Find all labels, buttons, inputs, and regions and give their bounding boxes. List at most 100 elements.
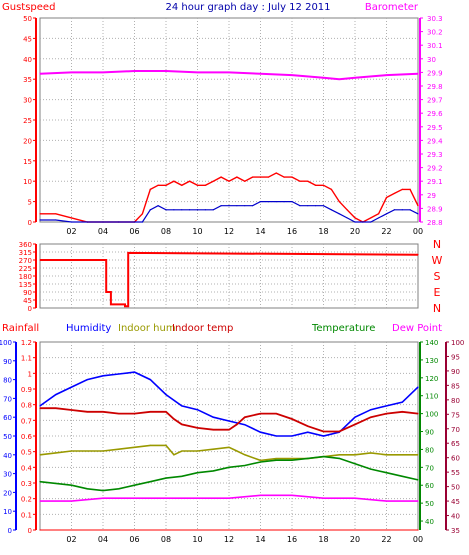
gustspeed-line-point <box>149 188 151 190</box>
temperature-line-point <box>417 479 419 481</box>
temperature-line-point <box>39 481 41 483</box>
compass-label: N <box>433 302 441 315</box>
rain-axis-tick-label: 1.2 <box>21 339 32 347</box>
barometer-axis-tick-label: 30.1 <box>427 42 443 50</box>
indoor-hum-line-point <box>86 450 88 452</box>
temperature-axis-tick-label: 110 <box>425 393 438 401</box>
gustspeed-line-point <box>393 192 395 195</box>
gust-axis-tick-label: 40 <box>23 56 32 64</box>
legend-indoor-temp: Indoor temp <box>172 323 233 334</box>
wind-average-line-point <box>157 205 159 207</box>
wind-average-line-point <box>409 209 411 211</box>
climate-panel-xtick-label: 10 <box>192 535 202 544</box>
indoor-temp-line-point <box>401 411 403 413</box>
climate-panel-xtick-label: 22 <box>381 535 391 544</box>
rain-axis-tick-label: 0.8 <box>21 402 32 410</box>
indoor-temp-line-point <box>70 409 73 411</box>
indoor-hum-line-point <box>55 452 57 454</box>
wind-average-line-point <box>283 201 285 203</box>
humidity-line-point <box>291 435 293 437</box>
wind-average-line-point <box>354 221 356 223</box>
temperature-line-point <box>181 475 183 477</box>
temperature-line-point <box>370 468 372 470</box>
gustspeed-line-point <box>346 209 348 211</box>
compass-label: E <box>434 286 441 299</box>
rain-axis-tick-label: 0.6 <box>21 433 33 441</box>
humidity-axis-tick-label: 80 <box>3 377 12 385</box>
climate-panel-xtick-label: 14 <box>255 535 265 544</box>
compass-label: S <box>434 270 441 283</box>
temperature-axis-tick-label: 40 <box>425 518 434 526</box>
indoor-temp-line-point <box>118 413 120 415</box>
barometer-axis-tick-label: 29.6 <box>427 110 443 118</box>
indoor-temp-line-point <box>291 418 293 420</box>
wind-average-line-point <box>196 209 199 211</box>
dew-point-axis-tick-label: 80 <box>451 397 460 405</box>
wind-speed-panel-xtick-label: 06 <box>129 227 139 236</box>
wind-average-line-point <box>315 205 317 207</box>
humidity-line-point <box>244 424 246 426</box>
indoor-temp-line-point <box>354 423 356 425</box>
indoor-temp-line-point <box>385 413 388 415</box>
climate-panel-xtick-label: 12 <box>224 535 234 544</box>
gustspeed-line-point <box>204 184 206 186</box>
gustspeed-line-point <box>291 176 293 178</box>
wind-direction-line-point <box>417 254 419 256</box>
legend-humidity: Humidity <box>66 323 111 334</box>
wind-average-line-point <box>307 205 309 207</box>
humidity-line-point <box>385 405 388 407</box>
indoor-temp-line-point <box>228 429 230 431</box>
wind-average-line-point <box>267 201 269 203</box>
wind-average-line-point <box>244 205 246 207</box>
barometer-line-point <box>228 71 230 73</box>
temperature-line-point <box>322 455 325 458</box>
humidity-line-point <box>133 371 136 373</box>
wind-average-line-point <box>291 201 293 203</box>
temperature-axis-tick-label: 60 <box>425 482 434 490</box>
indoor-hum-line-point <box>338 454 340 456</box>
humidity-line-point <box>86 379 88 381</box>
gustspeed-line-point <box>55 213 57 215</box>
dew-point-line-point <box>102 497 104 499</box>
dew-point-axis-tick-label: 45 <box>451 498 460 506</box>
barometer-line-point <box>39 73 41 75</box>
rain-axis-tick-label: 0.5 <box>21 449 32 457</box>
gustspeed-line-point <box>417 205 419 207</box>
gustspeed-line-point <box>322 184 325 186</box>
humidity-line-point <box>196 409 199 411</box>
gustspeed-line-point <box>330 188 332 190</box>
direction-axis-tick-label: 360 <box>19 241 32 249</box>
temperature-line-point <box>338 457 340 459</box>
indoor-temp-line-point <box>181 423 183 425</box>
wind-average-line-point <box>370 221 372 223</box>
gust-axis-tick-label: 30 <box>23 97 32 105</box>
wind-average-line-point <box>362 221 364 223</box>
humidity-line-point <box>165 394 167 396</box>
humidity-line-point <box>55 394 57 396</box>
climate-panel-xtick-label: 02 <box>66 535 76 544</box>
direction-axis-tick-label: 270 <box>19 257 32 265</box>
dew-point-axis-tick-label: 65 <box>451 440 460 448</box>
temperature-line-point <box>275 459 277 461</box>
humidity-axis-tick-label: 90 <box>3 358 12 366</box>
dew-point-line-point <box>39 500 41 502</box>
indoor-temp-line-point <box>275 413 277 415</box>
indoor-temp-line-point <box>417 413 419 415</box>
barometer-axis-tick-label: 29.3 <box>427 151 443 159</box>
wind-speed-panel-xtick-label: 12 <box>224 227 234 236</box>
barometer-axis-tick-label: 29 <box>427 192 436 200</box>
wind-direction-line-point <box>124 303 126 306</box>
dew-point-line-point <box>165 497 167 499</box>
temperature-axis-tick-label: 100 <box>425 411 438 419</box>
direction-axis-tick-label: 135 <box>19 281 32 289</box>
rain-axis-tick-label: 0.1 <box>21 511 32 519</box>
rain-axis-tick-label: 0.2 <box>21 496 32 504</box>
indoor-hum-line-point <box>70 450 73 452</box>
wind-average-line-point <box>322 205 325 207</box>
indoor-hum-line-point <box>259 459 262 462</box>
gustspeed-line-point <box>173 180 175 182</box>
gust-axis-tick-label: 35 <box>23 76 32 84</box>
temperature-line-point <box>228 466 230 468</box>
wind-average-line-point <box>393 209 395 211</box>
